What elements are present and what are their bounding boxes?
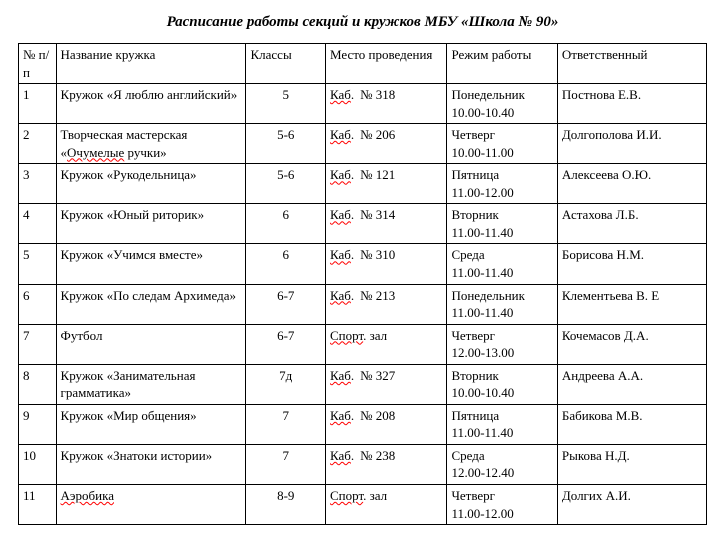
cell-responsible: Кочемасов Д.А. — [557, 324, 706, 364]
table-row: 2Творческая мастерская «Очумелые ручки»5… — [19, 124, 707, 164]
schedule-table: № п/п Название кружка Классы Место прове… — [18, 43, 707, 525]
table-row: 6Кружок «По следам Архимеда»6-7Каб.№ 213… — [19, 284, 707, 324]
cell-name: Аэробика — [56, 485, 246, 525]
cell-num: 9 — [19, 404, 57, 444]
cell-class: 7д — [246, 364, 326, 404]
cell-num: 11 — [19, 485, 57, 525]
cell-responsible: Астахова Л.Б. — [557, 204, 706, 244]
table-row: 5Кружок «Учимся вместе»6Каб.№ 310Среда11… — [19, 244, 707, 284]
cell-responsible: Рыкова Н.Д. — [557, 444, 706, 484]
cell-place: Каб.№ 310 — [325, 244, 446, 284]
cell-class: 8-9 — [246, 485, 326, 525]
cell-class: 6 — [246, 244, 326, 284]
table-row: 10Кружок «Знатоки истории»7Каб.№ 238Сред… — [19, 444, 707, 484]
cell-responsible: Постнова Е.В. — [557, 84, 706, 124]
cell-name: Кружок «Мир общения» — [56, 404, 246, 444]
cell-place: Каб.№ 314 — [325, 204, 446, 244]
cell-place: Каб.№ 208 — [325, 404, 446, 444]
cell-schedule: Четверг12.00-13.00 — [447, 324, 557, 364]
cell-schedule: Понедельник10.00-10.40 — [447, 84, 557, 124]
cell-schedule: Четверг11.00-12.00 — [447, 485, 557, 525]
cell-class: 5 — [246, 84, 326, 124]
cell-name: Кружок «Учимся вместе» — [56, 244, 246, 284]
cell-num: 10 — [19, 444, 57, 484]
cell-place: Каб.№ 121 — [325, 164, 446, 204]
header-place: Место проведения — [325, 44, 446, 84]
table-row: 9Кружок «Мир общения»7Каб.№ 208Пятница11… — [19, 404, 707, 444]
cell-schedule: Понедельник11.00-11.40 — [447, 284, 557, 324]
cell-class: 6-7 — [246, 324, 326, 364]
cell-schedule: Вторник11.00-11.40 — [447, 204, 557, 244]
cell-name: Творческая мастерская «Очумелые ручки» — [56, 124, 246, 164]
cell-place: Каб.№ 213 — [325, 284, 446, 324]
header-num: № п/п — [19, 44, 57, 84]
cell-place: Каб.№ 318 — [325, 84, 446, 124]
table-body: 1Кружок «Я люблю английский»5Каб.№ 318По… — [19, 84, 707, 525]
header-name: Название кружка — [56, 44, 246, 84]
cell-num: 4 — [19, 204, 57, 244]
cell-class: 7 — [246, 404, 326, 444]
table-header-row: № п/п Название кружка Классы Место прове… — [19, 44, 707, 84]
cell-name: Кружок «Я люблю английский» — [56, 84, 246, 124]
table-row: 7Футбол6-7Спорт. залЧетверг12.00-13.00Ко… — [19, 324, 707, 364]
cell-place: Каб.№ 238 — [325, 444, 446, 484]
cell-responsible: Борисова Н.М. — [557, 244, 706, 284]
cell-class: 6 — [246, 204, 326, 244]
cell-num: 8 — [19, 364, 57, 404]
cell-name: Кружок «Знатоки истории» — [56, 444, 246, 484]
cell-num: 1 — [19, 84, 57, 124]
cell-name: Футбол — [56, 324, 246, 364]
cell-place: Каб.№ 327 — [325, 364, 446, 404]
table-row: 8Кружок «Занимательная грамматика»7дКаб.… — [19, 364, 707, 404]
cell-responsible: Долгих А.И. — [557, 485, 706, 525]
cell-responsible: Клементьева В. Е — [557, 284, 706, 324]
cell-class: 7 — [246, 444, 326, 484]
cell-name: Кружок «Юный риторик» — [56, 204, 246, 244]
cell-schedule: Среда12.00-12.40 — [447, 444, 557, 484]
cell-num: 6 — [19, 284, 57, 324]
cell-schedule: Четверг10.00-11.00 — [447, 124, 557, 164]
cell-class: 6-7 — [246, 284, 326, 324]
cell-place: Спорт. зал — [325, 485, 446, 525]
cell-responsible: Бабикова М.В. — [557, 404, 706, 444]
cell-schedule: Среда11.00-11.40 — [447, 244, 557, 284]
cell-responsible: Долгополова И.И. — [557, 124, 706, 164]
cell-class: 5-6 — [246, 124, 326, 164]
table-row: 3Кружок «Рукодельница»5-6Каб.№ 121Пятниц… — [19, 164, 707, 204]
cell-schedule: Вторник10.00-10.40 — [447, 364, 557, 404]
cell-name: Кружок «Рукодельница» — [56, 164, 246, 204]
cell-num: 3 — [19, 164, 57, 204]
header-schedule: Режим работы — [447, 44, 557, 84]
header-responsible: Ответственный — [557, 44, 706, 84]
cell-name: Кружок «Занимательная грамматика» — [56, 364, 246, 404]
cell-name: Кружок «По следам Архимеда» — [56, 284, 246, 324]
cell-responsible: Алексеева О.Ю. — [557, 164, 706, 204]
table-row: 4Кружок «Юный риторик»6Каб.№ 314Вторник1… — [19, 204, 707, 244]
page-title: Расписание работы секций и кружков МБУ «… — [18, 14, 707, 31]
cell-schedule: Пятница11.00-11.40 — [447, 404, 557, 444]
header-class: Классы — [246, 44, 326, 84]
table-row: 1Кружок «Я люблю английский»5Каб.№ 318По… — [19, 84, 707, 124]
cell-num: 5 — [19, 244, 57, 284]
cell-place: Каб.№ 206 — [325, 124, 446, 164]
cell-place: Спорт. зал — [325, 324, 446, 364]
cell-class: 5-6 — [246, 164, 326, 204]
table-row: 11Аэробика8-9Спорт. залЧетверг11.00-12.0… — [19, 485, 707, 525]
cell-num: 7 — [19, 324, 57, 364]
cell-num: 2 — [19, 124, 57, 164]
cell-responsible: Андреева А.А. — [557, 364, 706, 404]
cell-schedule: Пятница11.00-12.00 — [447, 164, 557, 204]
